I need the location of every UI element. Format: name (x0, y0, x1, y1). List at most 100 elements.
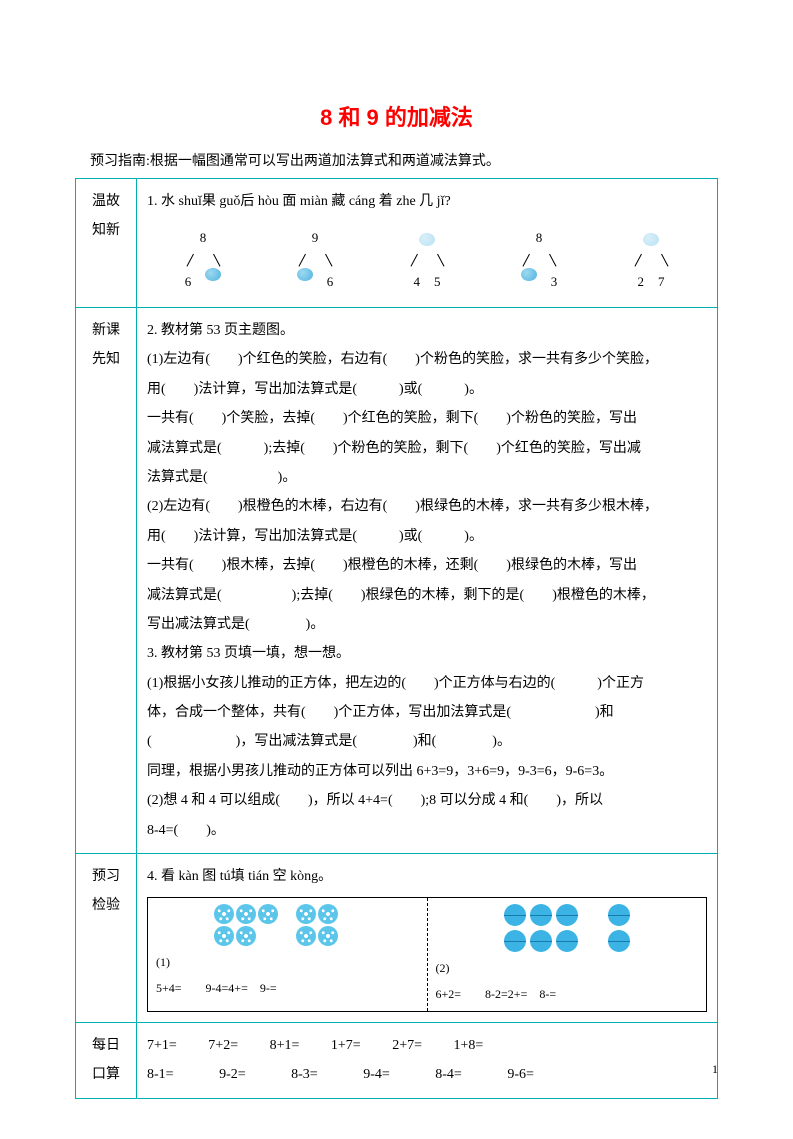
soccer-icon (318, 926, 338, 946)
line: (1)左边有( )个红色的笑脸，右边有( )个粉色的笑脸，求一共有多少个笑脸， (147, 345, 707, 374)
number-bond: 9 6 (295, 224, 335, 295)
eq-text: 6+2= 8-2=2+= 8-= (436, 982, 699, 1007)
row-yuxi: 预习 检验 4. 看 kàn 图 tú填 tián 空 kòng。 (76, 854, 718, 1023)
row-wengu: 温故 知新 1. 水 shuǐ果 guǒ后 hòu 面 miàn 藏 cáng … (76, 179, 718, 308)
q1-text: 1. 水 shuǐ果 guǒ后 hòu 面 miàn 藏 cáng 着 zhe … (147, 187, 707, 216)
soccer-balls (156, 904, 419, 946)
label-text: 检验 (92, 898, 120, 913)
calc-item: 8-1= (147, 1067, 174, 1082)
content-wengu: 1. 水 shuǐ果 guǒ后 hòu 面 miàn 藏 cáng 着 zhe … (137, 179, 718, 308)
exercise-box: (1) 5+4= 9-4=4+= 9-= (147, 897, 707, 1011)
disc-group-2 (608, 904, 630, 952)
bond-top: 8 (536, 224, 543, 251)
bond-top (419, 224, 435, 251)
calc-item: 8-4= (435, 1067, 462, 1082)
label-text: 先知 (92, 352, 120, 367)
bond-bottom: 3 (521, 268, 558, 295)
disc-icon (608, 904, 630, 926)
line: 同理，根据小男孩儿推动的正方体可以列出 6+3=9，3+6=9，9-3=6，9-… (147, 757, 707, 786)
calc-row-1: 7+1= 7+2= 8+1= 1+7= 2+7= 1+8= (147, 1031, 707, 1060)
fruit-icon (297, 268, 313, 281)
bond-right: 6 (327, 268, 334, 295)
label-yuxi: 预习 检验 (76, 854, 137, 1023)
exercise-right: (2) 6+2= 8-2=2+= 8-= (428, 898, 707, 1010)
idx: (2) (436, 961, 450, 975)
page-number: 1 (712, 1062, 718, 1077)
bond-branches (295, 254, 335, 268)
label-text: 温故 (92, 194, 120, 209)
disc-icon (504, 930, 526, 952)
line: 一共有( )根木棒，去掉( )根橙色的木棒，还剩( )根绿色的木棒，写出 (147, 551, 707, 580)
disc-groups (436, 904, 699, 952)
calc-item: 9-2= (219, 1067, 246, 1082)
line: 法算式是( )。 (147, 463, 707, 492)
number-bond: 2 7 (631, 224, 671, 295)
content-yuxi: 4. 看 kàn 图 tú填 tián 空 kòng。 (137, 854, 718, 1023)
line: 用( )法计算，写出加法算式是( )或( )。 (147, 375, 707, 404)
bond-left: 4 (414, 268, 421, 295)
line: 减法算式是( );去掉( )个粉色的笑脸，剩下( )个红色的笑脸，写出减 (147, 434, 707, 463)
disc-group-6 (504, 904, 578, 952)
content-xinke: 2. 教材第 53 页主题图。 (1)左边有( )个红色的笑脸，右边有( )个粉… (137, 307, 718, 853)
calc-row-2: 8-1= 9-2= 8-3= 9-4= 8-4= 9-6= (147, 1060, 707, 1089)
line: 2. 教材第 53 页主题图。 (147, 316, 707, 345)
bond-bottom: 6 (297, 268, 334, 295)
preface-text: 预习指南:根据一幅图通常可以写出两道加法算式和两道减法算式。 (75, 150, 718, 170)
eq-row: (2) (436, 956, 699, 981)
line: 3. 教材第 53 页填一填，想一想。 (147, 639, 707, 668)
calc-item: 2+7= (392, 1038, 422, 1053)
calc-item: 8+1= (270, 1038, 300, 1053)
label-text: 新课 (92, 323, 120, 338)
line: 用( )法计算，写出加法算式是( )或( )。 (147, 522, 707, 551)
label-text: 每日 (92, 1038, 120, 1053)
bond-right: 3 (551, 268, 558, 295)
line: (2)左边有( )根橙色的木棒，右边有( )根绿色的木棒，求一共有多少根木棒， (147, 492, 707, 521)
calc-item: 7+1= (147, 1038, 177, 1053)
soccer-icon (236, 904, 256, 924)
label-wengu: 温故 知新 (76, 179, 137, 308)
fruit-icon (205, 268, 221, 281)
disc-icon (504, 904, 526, 926)
label-text: 预习 (92, 869, 120, 884)
bond-right: 7 (658, 268, 665, 295)
bond-bottom: 6 (185, 268, 222, 295)
soccer-icon (236, 926, 256, 946)
ball-group-4 (296, 904, 360, 946)
fruit-icon (521, 268, 537, 281)
calc-item: 9-6= (507, 1067, 534, 1082)
row-meiri: 每日 口算 7+1= 7+2= 8+1= 1+7= 2+7= 1+8= 8-1=… (76, 1022, 718, 1098)
line: 减法算式是( );去掉( )根绿色的木棒，剩下的是( )根橙色的木棒， (147, 581, 707, 610)
exercise-left: (1) 5+4= 9-4=4+= 9-= (148, 898, 428, 1010)
calc-item: 7+2= (208, 1038, 238, 1053)
number-bond: 8 6 (183, 224, 223, 295)
disc-icon (530, 930, 552, 952)
bond-top (643, 224, 659, 251)
line: 写出减法算式是( )。 (147, 610, 707, 639)
line: ( )，写出减法算式是( )和( )。 (147, 727, 707, 756)
line: (2)想 4 和 4 可以组成( )，所以 4+4=( );8 可以分成 4 和… (147, 786, 707, 815)
ball-group-5 (214, 904, 278, 946)
calc-item: 9-4= (363, 1067, 390, 1082)
disc-icon (556, 904, 578, 926)
soccer-icon (318, 904, 338, 924)
q4-text: 4. 看 kàn 图 tú填 tián 空 kòng。 (147, 862, 707, 891)
label-meiri: 每日 口算 (76, 1022, 137, 1098)
line: 一共有( )个笑脸，去掉( )个红色的笑脸，剩下( )个粉色的笑脸，写出 (147, 404, 707, 433)
content-meiri: 7+1= 7+2= 8+1= 1+7= 2+7= 1+8= 8-1= 9-2= … (137, 1022, 718, 1098)
line: 8-4=( )。 (147, 816, 707, 845)
label-text: 知新 (92, 223, 120, 238)
bond-top: 8 (200, 224, 207, 251)
calc-item: 1+7= (331, 1038, 361, 1053)
bond-top: 9 (312, 224, 319, 251)
soccer-icon (258, 904, 278, 924)
label-text: 口算 (92, 1067, 120, 1082)
soccer-icon (214, 904, 234, 924)
soccer-icon (296, 926, 316, 946)
bond-bottom: 2 7 (638, 268, 665, 295)
bond-right: 5 (434, 268, 441, 295)
calc-item: 8-3= (291, 1067, 318, 1082)
line: 体，合成一个整体，共有( )个正方体，写出加法算式是( )和 (147, 698, 707, 727)
bond-branches (631, 254, 671, 268)
eq-row: (1) (156, 950, 419, 975)
number-bond: 4 5 (407, 224, 447, 295)
